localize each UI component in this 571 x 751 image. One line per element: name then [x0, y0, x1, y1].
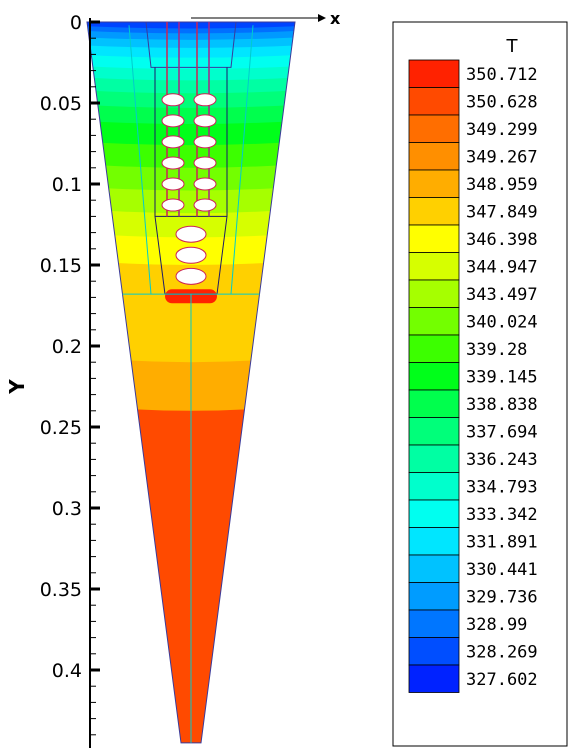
temperature-band-1 — [87, 22, 295, 30]
legend-label: 337.694 — [466, 423, 538, 443]
legend-label: 348.959 — [466, 175, 538, 195]
legend-swatch — [408, 114, 460, 143]
legend-swatch — [408, 609, 460, 638]
temperature-band-3 — [87, 29, 295, 41]
legend-label: 350.712 — [466, 65, 538, 85]
domain-outline — [86, 21, 296, 744]
temperature-band-10 — [87, 102, 295, 126]
legend-label: 327.602 — [466, 670, 538, 690]
y-tick-label: 0.05 — [40, 93, 82, 115]
legend: T 350.712 350.628 349.299 349.267 348.959 347.… — [392, 21, 568, 747]
tube-hole-2-2 — [193, 114, 217, 128]
y-tick-label: 0.35 — [40, 579, 82, 601]
temperature-band-9 — [87, 88, 295, 109]
temperature-band-14 — [87, 184, 295, 215]
legend-swatch — [408, 582, 460, 611]
tube-hole-4-1 — [161, 156, 185, 170]
y-tick-label: 0.15 — [40, 255, 82, 277]
temperature-band-7 — [87, 64, 295, 82]
legend-swatch — [408, 417, 460, 446]
legend-swatch — [408, 279, 460, 308]
legend-swatch — [408, 444, 460, 473]
legend-label: 329.736 — [466, 588, 538, 608]
x-axis-arrow — [318, 14, 326, 22]
temperature-band-11 — [87, 118, 295, 147]
legend-label: 328.269 — [466, 643, 538, 663]
legend-swatch — [408, 142, 460, 171]
tube-hole-1-2 — [193, 93, 217, 107]
legend-label: 338.838 — [466, 395, 538, 415]
legend-swatch — [408, 169, 460, 198]
tube-hole-3-2 — [193, 135, 217, 149]
legend-swatch — [408, 197, 460, 226]
legend-label: 330.441 — [466, 560, 538, 580]
top-block-outline — [145, 21, 237, 68]
tube-hole-4-2 — [193, 156, 217, 170]
y-tick-label: 0.4 — [52, 660, 82, 682]
legend-label: 336.243 — [466, 450, 538, 470]
temperature-band-12 — [87, 139, 295, 169]
legend-swatch — [408, 362, 460, 391]
legend-label: 343.497 — [466, 285, 538, 305]
y-tick-label: 0.2 — [52, 336, 82, 358]
legend-swatch — [408, 307, 460, 336]
legend-swatch — [408, 87, 460, 116]
tube-hole-6-2 — [193, 198, 217, 212]
y-tick-label: 0 — [70, 12, 82, 34]
tube-hole-5-2 — [193, 177, 217, 191]
tube-hole-1-1 — [161, 93, 185, 107]
guide-line-1 — [128, 25, 152, 295]
temperature-band-4 — [87, 35, 295, 49]
legend-title: T — [506, 36, 519, 57]
legend-swatch — [408, 664, 460, 693]
y-axis: 0 0.05 0.1 0.15 0.2 0.25 0.3 0.35 0.4 Y — [5, 12, 100, 748]
legend-swatch — [408, 637, 460, 666]
geometry-overlay — [86, 21, 296, 744]
large-hole-1 — [175, 225, 207, 243]
tube-hole-2-1 — [161, 114, 185, 128]
legend-label: 350.628 — [466, 93, 538, 113]
y-tick-label: 0.25 — [40, 417, 82, 439]
legend-label: 328.99 — [466, 615, 527, 635]
large-hole-2 — [175, 246, 207, 264]
tube-hole-5-1 — [161, 177, 185, 191]
temperature-band-2 — [87, 24, 295, 35]
legend-swatch — [408, 499, 460, 528]
legend-label: 349.267 — [466, 148, 538, 168]
x-axis: x — [191, 9, 341, 28]
legend-label: 339.145 — [466, 368, 538, 388]
tube-hole-3-1 — [161, 135, 185, 149]
legend-label: 347.849 — [466, 203, 538, 223]
legend-label: 333.342 — [466, 505, 538, 525]
x-axis-title: x — [330, 9, 341, 28]
legend-label: 346.398 — [466, 230, 538, 250]
large-hole-3 — [175, 267, 207, 285]
legend-swatch — [408, 554, 460, 583]
legend-swatch — [408, 389, 460, 418]
legend-label: 349.299 — [466, 120, 538, 140]
legend-label: 340.024 — [466, 313, 538, 333]
legend-label: 334.793 — [466, 478, 538, 498]
temperature-band-6 — [87, 53, 295, 70]
legend-swatch — [408, 252, 460, 281]
temperature-band-13 — [87, 161, 295, 192]
legend-swatch — [408, 527, 460, 556]
legend-label: 339.28 — [466, 340, 527, 360]
temperature-band-8 — [87, 75, 295, 95]
tube-hole-6-1 — [161, 198, 185, 212]
legend-label: 344.947 — [466, 258, 538, 278]
guide-line-2 — [230, 25, 254, 295]
legend-label: 331.891 — [466, 533, 538, 553]
legend-swatch — [408, 59, 460, 88]
temperature-band-15 — [87, 206, 295, 239]
y-tick-label: 0.3 — [52, 498, 82, 520]
legend-swatch — [408, 472, 460, 501]
y-axis-title: Y — [5, 379, 29, 395]
temperature-band-5 — [87, 43, 295, 59]
legend-swatch — [408, 224, 460, 253]
y-tick-label: 0.1 — [52, 174, 82, 196]
legend-swatch — [408, 334, 460, 363]
